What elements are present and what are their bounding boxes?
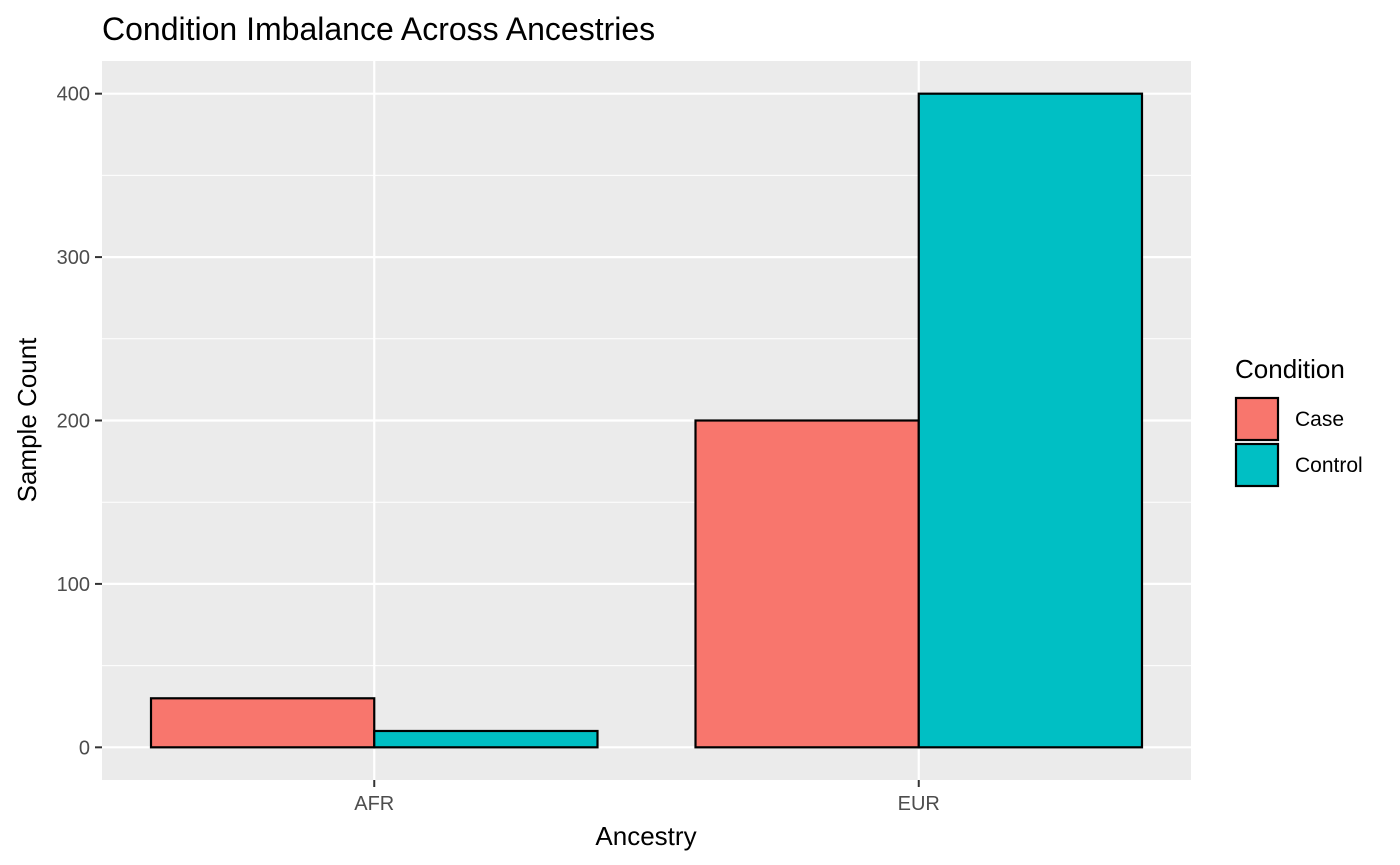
y-tick-label: 300 (57, 247, 90, 269)
x-tick-label: EUR (898, 793, 940, 815)
legend-key-case (1234, 396, 1280, 442)
x-axis: AFR EUR (354, 780, 940, 815)
y-axis: 0 100 200 300 400 (57, 84, 102, 759)
y-tick-label: 0 (79, 737, 90, 759)
bar-eur-case (694, 419, 920, 749)
legend-key-control (1234, 442, 1280, 488)
legend: Condition Case Control (1234, 354, 1363, 488)
y-tick-label: 100 (57, 574, 90, 596)
legend-label-case: Case (1295, 408, 1344, 431)
y-tick-label: 200 (57, 411, 90, 433)
y-tick-label: 400 (57, 84, 90, 106)
y-axis-title: Sample Count (12, 337, 42, 503)
bar-afr-control (373, 729, 599, 749)
x-tick-label: AFR (354, 793, 394, 815)
bar-eur-control (917, 92, 1144, 749)
legend-label-control: Control (1295, 454, 1363, 477)
bar-afr-case (149, 697, 376, 749)
chart-title: Condition Imbalance Across Ancestries (102, 11, 655, 47)
x-axis-title: Ancestry (595, 821, 696, 851)
bars (149, 92, 1144, 749)
legend-title: Condition (1235, 354, 1345, 384)
